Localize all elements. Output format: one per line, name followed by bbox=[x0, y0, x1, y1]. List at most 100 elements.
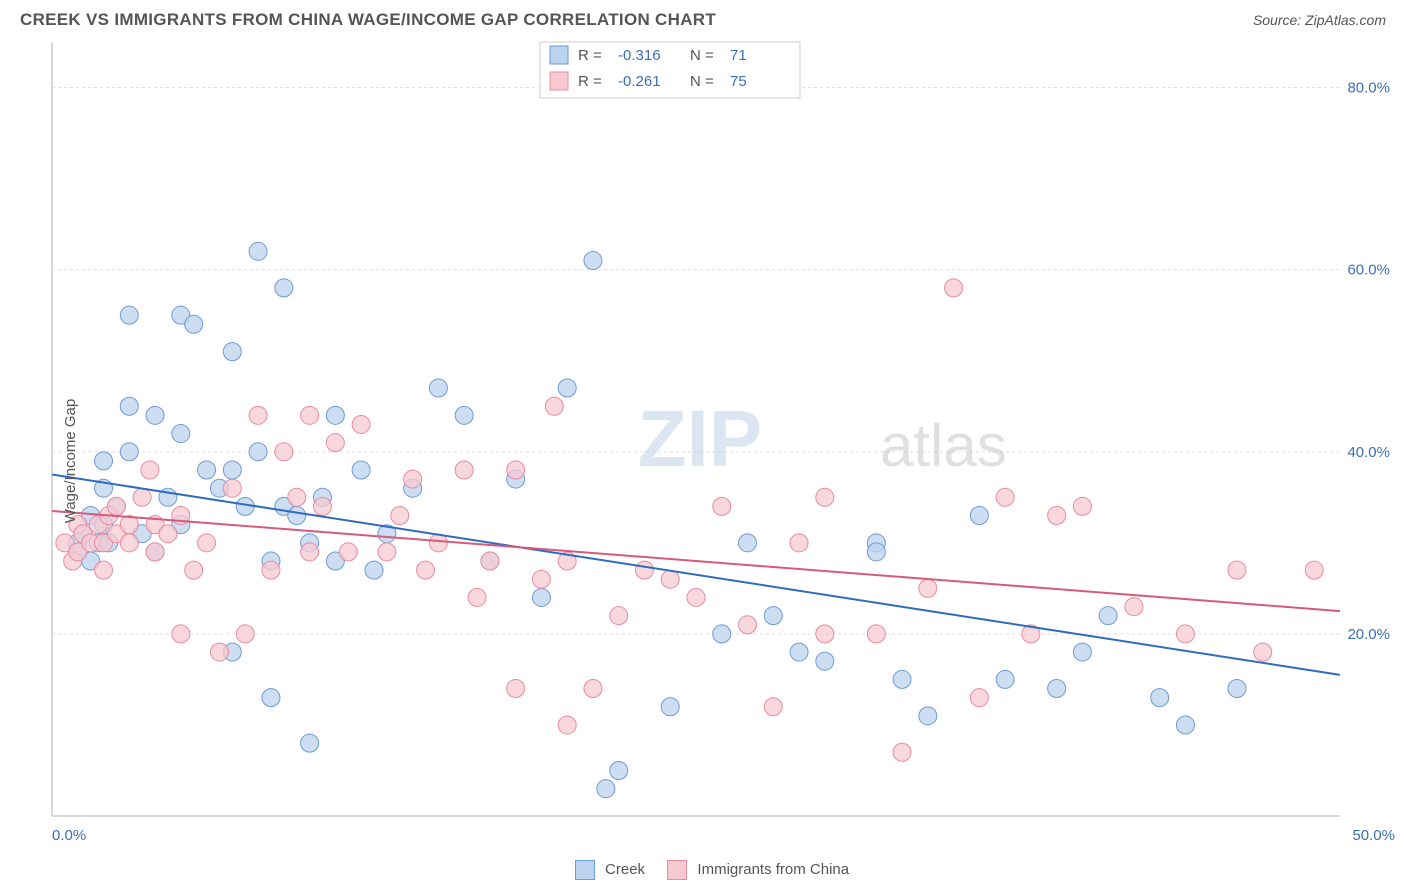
legend-n-label: N = bbox=[690, 73, 714, 90]
data-point bbox=[1048, 507, 1066, 525]
data-point bbox=[455, 406, 473, 424]
data-point bbox=[1305, 561, 1323, 579]
legend-r-label: R = bbox=[578, 73, 602, 90]
data-point bbox=[120, 397, 138, 415]
legend-swatch bbox=[550, 72, 568, 90]
data-point bbox=[1228, 680, 1246, 698]
data-point bbox=[120, 534, 138, 552]
data-point bbox=[816, 652, 834, 670]
data-point bbox=[326, 406, 344, 424]
data-point bbox=[713, 497, 731, 515]
data-point bbox=[326, 434, 344, 452]
data-point bbox=[262, 689, 280, 707]
data-point bbox=[249, 406, 267, 424]
data-point bbox=[455, 461, 473, 479]
source: Source: ZipAtlas.com bbox=[1253, 12, 1386, 28]
data-point bbox=[481, 552, 499, 570]
data-point bbox=[210, 643, 228, 661]
data-point bbox=[610, 761, 628, 779]
data-point bbox=[558, 716, 576, 734]
data-point bbox=[790, 534, 808, 552]
trend-line bbox=[52, 475, 1340, 675]
data-point bbox=[249, 443, 267, 461]
data-point bbox=[996, 488, 1014, 506]
data-point bbox=[1099, 607, 1117, 625]
data-point bbox=[764, 698, 782, 716]
data-point bbox=[867, 543, 885, 561]
legend-r-value: -0.261 bbox=[618, 73, 661, 90]
data-point bbox=[1254, 643, 1272, 661]
data-point bbox=[339, 543, 357, 561]
source-name: ZipAtlas.com bbox=[1305, 12, 1386, 28]
chart-title: CREEK VS IMMIGRANTS FROM CHINA WAGE/INCO… bbox=[20, 10, 716, 30]
data-point bbox=[1228, 561, 1246, 579]
data-point bbox=[816, 488, 834, 506]
data-point bbox=[378, 543, 396, 561]
data-point bbox=[816, 625, 834, 643]
data-point bbox=[313, 497, 331, 515]
data-point bbox=[120, 443, 138, 461]
data-point bbox=[558, 379, 576, 397]
data-point bbox=[687, 588, 705, 606]
y-tick-label: 20.0% bbox=[1347, 626, 1390, 643]
data-point bbox=[867, 625, 885, 643]
data-point bbox=[301, 734, 319, 752]
data-point bbox=[391, 507, 409, 525]
legend-swatch-immigrants bbox=[667, 860, 687, 880]
data-point bbox=[236, 625, 254, 643]
legend-n-value: 75 bbox=[730, 73, 747, 90]
data-point bbox=[610, 607, 628, 625]
data-point bbox=[584, 680, 602, 698]
data-point bbox=[141, 461, 159, 479]
data-point bbox=[970, 689, 988, 707]
data-point bbox=[288, 507, 306, 525]
watermark: atlas bbox=[880, 412, 1007, 479]
data-point bbox=[1151, 689, 1169, 707]
y-tick-label: 40.0% bbox=[1347, 444, 1390, 461]
data-point bbox=[661, 698, 679, 716]
data-point bbox=[275, 279, 293, 297]
data-point bbox=[1176, 625, 1194, 643]
data-point bbox=[365, 561, 383, 579]
x-tick-label: 50.0% bbox=[1352, 827, 1395, 844]
watermark: ZIP bbox=[638, 394, 762, 483]
data-point bbox=[507, 461, 525, 479]
data-point bbox=[404, 470, 422, 488]
scatter-chart: 20.0% 40.0% 60.0% 80.0% 0.0% 50.0% ZIP atlas R =… bbox=[0, 36, 1406, 856]
data-point bbox=[223, 479, 241, 497]
data-point bbox=[1073, 497, 1091, 515]
legend-swatch-creek bbox=[575, 860, 595, 880]
data-point bbox=[919, 707, 937, 725]
data-point bbox=[764, 607, 782, 625]
y-tick-label: 80.0% bbox=[1347, 80, 1390, 97]
data-point bbox=[301, 406, 319, 424]
data-point bbox=[275, 443, 293, 461]
data-point bbox=[790, 643, 808, 661]
data-point bbox=[95, 561, 113, 579]
data-point bbox=[919, 579, 937, 597]
data-point bbox=[893, 670, 911, 688]
data-point bbox=[507, 680, 525, 698]
data-point bbox=[198, 461, 216, 479]
y-axis-label: Wage/Income Gap bbox=[62, 399, 79, 524]
data-point bbox=[185, 561, 203, 579]
data-point bbox=[1073, 643, 1091, 661]
legend-label-immigrants: Immigrants from China bbox=[697, 861, 849, 878]
data-point bbox=[996, 670, 1014, 688]
data-point bbox=[1176, 716, 1194, 734]
legend-label-creek: Creek bbox=[605, 861, 645, 878]
data-point bbox=[468, 588, 486, 606]
data-point bbox=[1048, 680, 1066, 698]
y-tick-label: 60.0% bbox=[1347, 262, 1390, 279]
data-point bbox=[249, 242, 267, 260]
source-label: Source: bbox=[1253, 12, 1301, 28]
legend-swatch bbox=[550, 46, 568, 64]
data-point bbox=[739, 534, 757, 552]
bottom-legend: Creek Immigrants from China bbox=[0, 860, 1406, 880]
data-point bbox=[739, 616, 757, 634]
data-point bbox=[893, 743, 911, 761]
data-point bbox=[262, 561, 280, 579]
data-point bbox=[107, 497, 125, 515]
x-tick-label: 0.0% bbox=[52, 827, 86, 844]
data-point bbox=[661, 570, 679, 588]
